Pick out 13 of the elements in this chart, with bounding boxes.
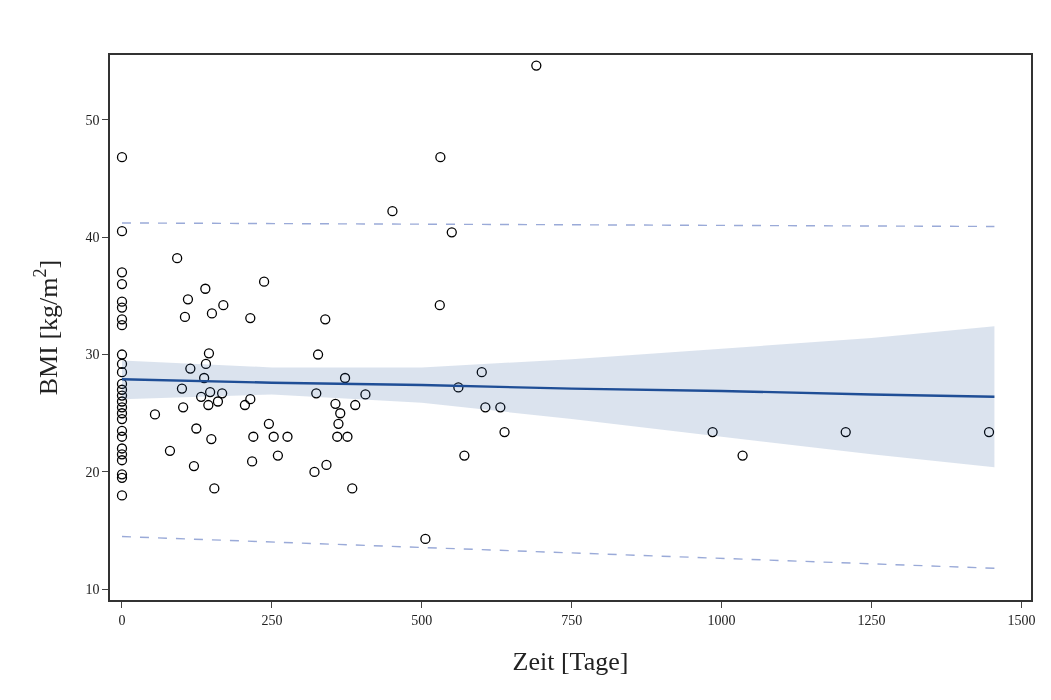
y-tick-label: 20 <box>85 464 100 480</box>
y-tick-label: 30 <box>85 347 100 363</box>
x-tick-label: 750 <box>561 612 583 628</box>
x-tick-label: 0 <box>118 612 126 628</box>
x-tick-label: 1250 <box>857 612 886 628</box>
y-tick-label: 10 <box>85 582 100 598</box>
x-tick-label: 1500 <box>1007 612 1036 628</box>
y-tick-label: 50 <box>85 112 100 128</box>
y-tick-label: 40 <box>85 229 100 245</box>
x-tick-label: 1000 <box>707 612 736 628</box>
x-axis-title: Zeit [Tage] <box>512 646 629 676</box>
x-tick-label: 500 <box>411 612 433 628</box>
x-tick-label: 250 <box>261 612 283 628</box>
